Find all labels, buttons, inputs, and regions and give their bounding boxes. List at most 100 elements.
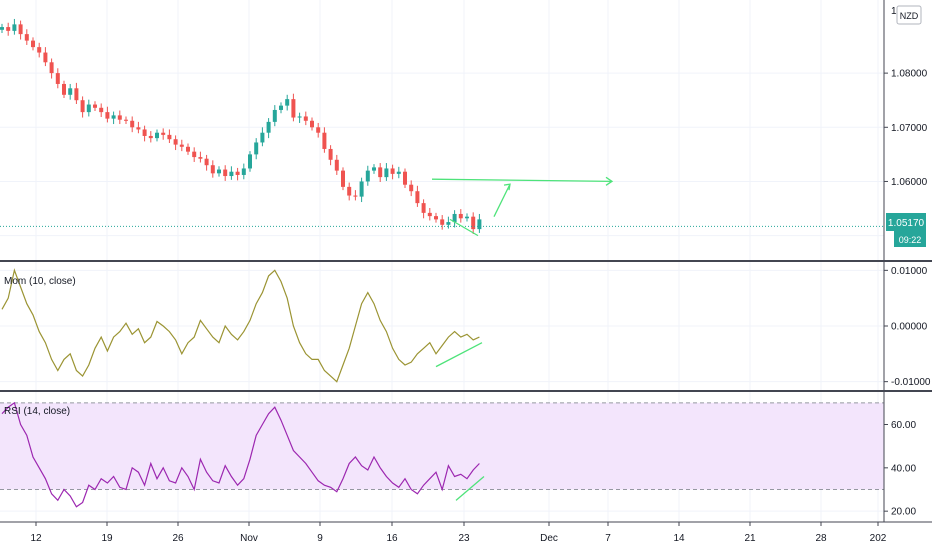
countdown-label: 09:22 — [899, 235, 922, 245]
candle — [260, 127, 265, 147]
candle — [471, 212, 476, 234]
price-tick-label: 1.06000 — [891, 177, 928, 188]
price-axis[interactable]: 1.06000 1.07000 1.08000 — [884, 69, 928, 188]
momentum-axis[interactable]: 0.01000 0.00000 -0.01000 — [884, 266, 931, 388]
price-annotations — [431, 176, 614, 237]
candle — [396, 166, 401, 179]
candle — [328, 145, 333, 166]
candle — [99, 103, 104, 117]
candle — [229, 166, 234, 180]
candle-body — [198, 157, 203, 159]
candle — [452, 210, 457, 228]
candle-body — [254, 142, 259, 155]
candle — [458, 209, 463, 223]
candle — [204, 154, 209, 171]
candle-body — [452, 213, 457, 223]
candle-body — [111, 115, 116, 119]
candle-body — [0, 27, 4, 30]
candle-body — [99, 107, 104, 113]
candle — [341, 167, 345, 191]
candle — [62, 80, 66, 99]
candle — [43, 47, 48, 67]
candle-body — [43, 52, 48, 63]
candle — [136, 121, 141, 134]
candle — [365, 165, 370, 186]
rsi-title[interactable]: RSI (14, close) — [4, 406, 70, 417]
candlestick-series — [0, 18, 482, 234]
candle — [74, 82, 79, 104]
candle — [155, 129, 159, 142]
time-tick-label: 21 — [744, 533, 756, 544]
candle — [31, 37, 35, 51]
candle — [434, 212, 438, 223]
candle — [0, 23, 4, 34]
candle-body — [390, 168, 395, 174]
time-tick-label: 26 — [172, 533, 184, 544]
candle — [409, 180, 414, 197]
candle-body — [24, 34, 29, 41]
candle — [55, 68, 60, 89]
candle-body — [223, 169, 228, 177]
countdown-badge — [894, 231, 926, 247]
candle-body — [161, 132, 166, 135]
candle — [117, 110, 122, 125]
candle-body — [12, 24, 17, 31]
time-tick-label: 28 — [815, 533, 827, 544]
arrow-head — [503, 183, 511, 191]
candle — [285, 94, 290, 111]
candle-body — [192, 151, 197, 158]
momentum-title[interactable]: Mom (10, close) — [4, 276, 76, 287]
candle — [167, 129, 172, 143]
candle-body — [285, 99, 290, 106]
candle-body — [347, 186, 352, 196]
time-tick-label: 16 — [386, 533, 398, 544]
candle-body — [365, 170, 370, 182]
candle — [37, 42, 42, 58]
candle-body — [353, 195, 358, 197]
time-tick-label: 14 — [673, 533, 685, 544]
candle-body — [31, 40, 35, 48]
candle-body — [105, 112, 110, 119]
momentum-tick-label: 0.01000 — [891, 266, 928, 277]
candle-body — [210, 165, 215, 174]
candle-body — [241, 168, 246, 175]
candle — [173, 135, 178, 151]
candle — [148, 131, 153, 143]
candle — [465, 213, 469, 222]
candle-body — [316, 127, 321, 133]
candle — [403, 168, 407, 188]
candle-body — [155, 132, 159, 139]
candle — [421, 199, 426, 219]
candle — [235, 167, 240, 181]
candle — [353, 190, 358, 201]
last-price-badge — [886, 213, 926, 231]
candle-body — [334, 159, 339, 171]
candle-body — [136, 127, 141, 130]
momentum-line — [1, 268, 480, 383]
time-tick-label: Nov — [240, 533, 258, 544]
currency-badge[interactable] — [896, 5, 922, 25]
candle — [440, 215, 445, 230]
rsi-tick-label: 60.00 — [891, 420, 916, 431]
rsi-axis[interactable]: 60.00 40.00 20.00 — [884, 420, 916, 518]
time-axis[interactable]: 12 19 26 Nov 9 16 23 Dec 7 14 21 28 202 — [30, 522, 887, 544]
candle — [427, 208, 432, 221]
candle-body — [167, 134, 172, 140]
time-tick-label: 202 — [870, 533, 887, 544]
candle-body — [260, 132, 265, 143]
time-tick-label: 23 — [458, 533, 470, 544]
candle-body — [68, 88, 73, 95]
candle-body — [434, 216, 438, 220]
candle-body — [341, 170, 345, 187]
candle — [210, 160, 215, 178]
currency-badge-label: NZD — [900, 11, 919, 21]
candle-body — [322, 132, 327, 149]
candle — [49, 58, 54, 79]
candle — [161, 128, 166, 140]
price-tick-label: 1.08000 — [891, 69, 928, 80]
candle-body — [328, 148, 333, 160]
candle-body — [18, 24, 23, 35]
time-tick-label: 9 — [317, 533, 323, 544]
candle — [198, 151, 203, 163]
